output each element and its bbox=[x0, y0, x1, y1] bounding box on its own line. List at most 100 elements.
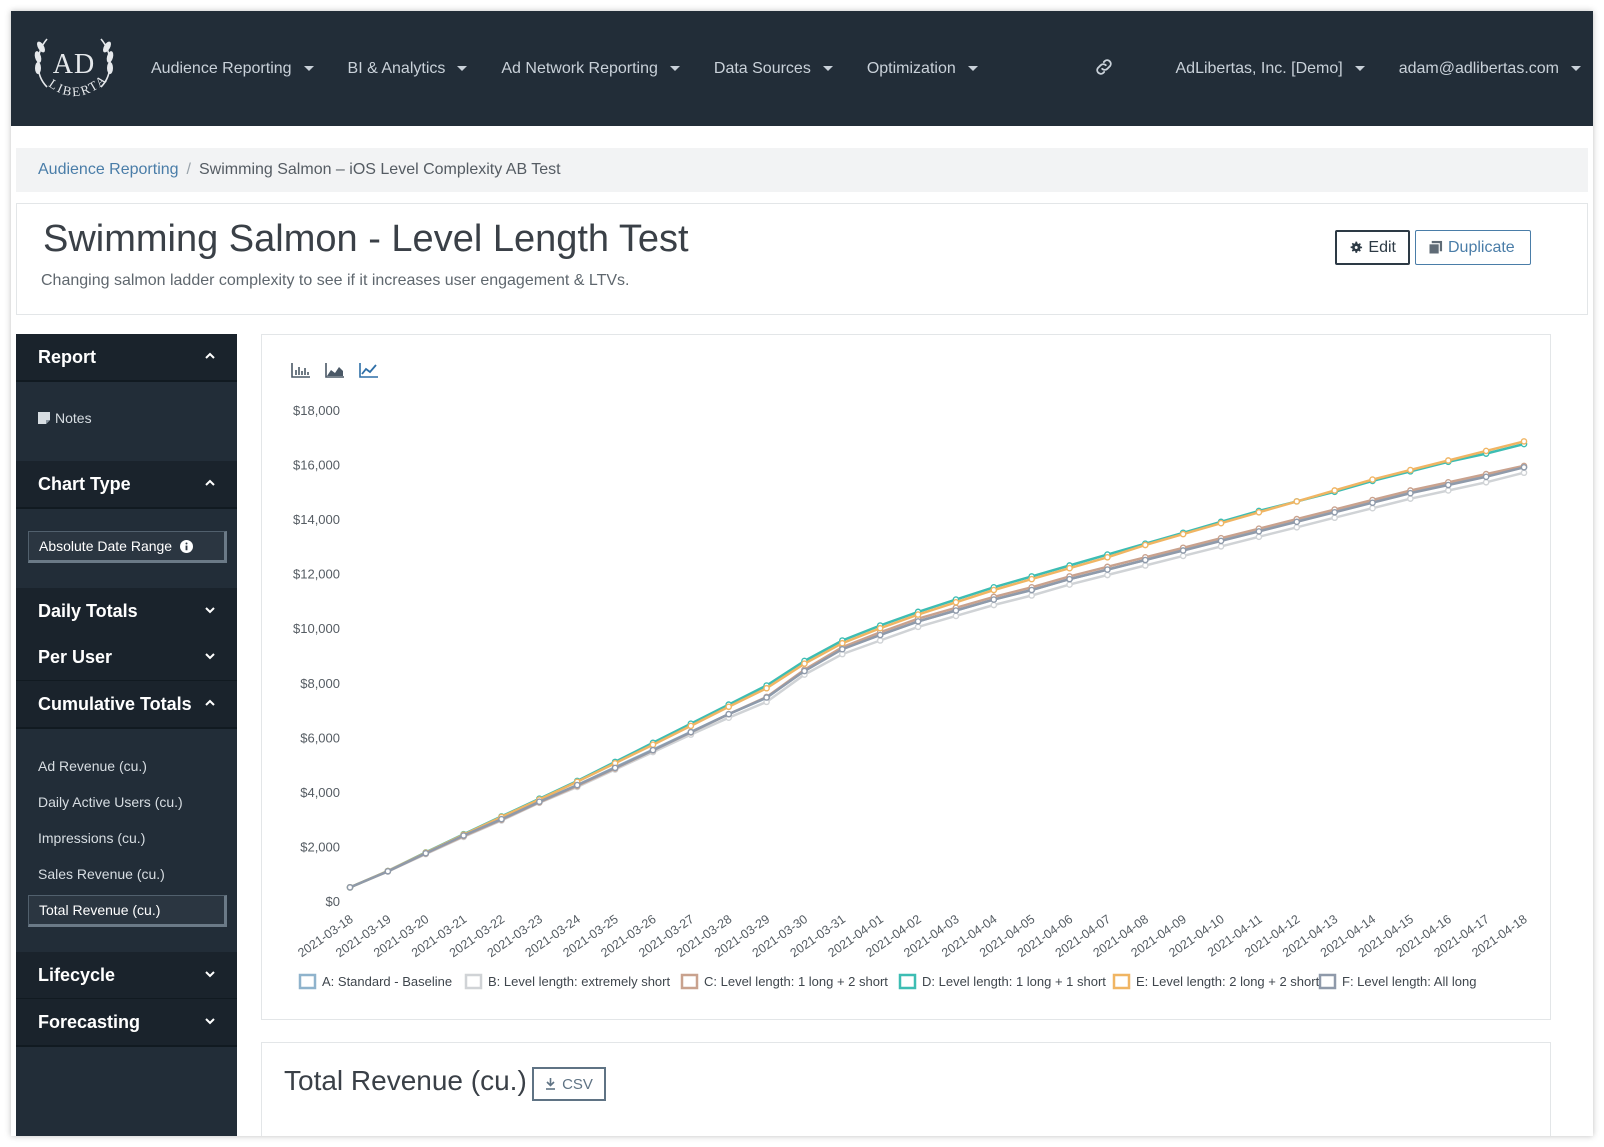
y-tick-label: $18,000 bbox=[293, 403, 340, 418]
sidebar-item-total-revenue-selected[interactable]: Total Revenue (cu.) bbox=[28, 895, 227, 927]
data-point bbox=[611, 764, 619, 772]
nav-data-sources[interactable]: Data Sources bbox=[714, 60, 833, 78]
sidebar-item-sales-revenue[interactable]: Sales Revenue (cu.) bbox=[38, 866, 165, 882]
legend-swatch bbox=[680, 973, 699, 990]
data-point bbox=[1482, 473, 1490, 481]
caret-down-icon bbox=[1354, 66, 1365, 71]
data-point bbox=[1293, 498, 1301, 505]
data-point bbox=[1066, 581, 1073, 588]
data-point bbox=[839, 639, 846, 647]
data-point bbox=[990, 596, 998, 603]
series-line bbox=[349, 466, 1525, 889]
section-label: Cumulative Totals bbox=[38, 693, 192, 714]
chart-toolbar bbox=[290, 361, 392, 379]
chart-card: $0 $2,000 $4,000 $6,000 $8,000 $10,000 $12,000… bbox=[261, 334, 1551, 1020]
org-label: AdLibertas, Inc. [Demo] bbox=[1175, 59, 1343, 77]
data-point bbox=[725, 703, 733, 711]
chart-type-option[interactable]: Absolute Date Range bbox=[28, 531, 227, 563]
data-point bbox=[1407, 489, 1414, 497]
sidebar-item-impressions[interactable]: Impressions (cu.) bbox=[38, 830, 146, 846]
data-point bbox=[1217, 519, 1225, 527]
series-line bbox=[349, 471, 1525, 889]
data-point bbox=[1407, 466, 1414, 474]
sidebar-item-notes[interactable]: Notes bbox=[38, 410, 92, 426]
section-report[interactable]: Report bbox=[16, 334, 237, 382]
duplicate-label: Duplicate bbox=[1448, 238, 1515, 256]
section-label: Daily Totals bbox=[38, 600, 138, 621]
data-point bbox=[573, 781, 581, 789]
duplicate-button[interactable]: Duplicate bbox=[1415, 230, 1531, 265]
line-chart-icon[interactable] bbox=[358, 361, 380, 379]
csv-download-button[interactable]: CSV bbox=[532, 1067, 606, 1101]
caret-down-icon bbox=[457, 66, 468, 71]
nav-audience-reporting[interactable]: Audience Reporting bbox=[151, 60, 314, 78]
data-point bbox=[1141, 562, 1149, 569]
data-point bbox=[1255, 528, 1263, 535]
link-icon[interactable] bbox=[1093, 56, 1115, 78]
section-per-user[interactable]: Per User bbox=[16, 634, 237, 682]
section-cumulative-totals[interactable]: Cumulative Totals bbox=[16, 681, 237, 729]
edit-button[interactable]: Edit bbox=[1335, 230, 1410, 265]
nav-label: Optimization bbox=[866, 59, 956, 77]
user-email: adam@adlibertas.com bbox=[1398, 59, 1559, 77]
data-point bbox=[346, 884, 354, 891]
data-point bbox=[1104, 566, 1111, 573]
data-point bbox=[1179, 530, 1187, 538]
sidebar-item-ad-revenue[interactable]: Ad Revenue (cu.) bbox=[38, 758, 147, 774]
data-point bbox=[1331, 508, 1338, 516]
revenue-line-chart: $0 $2,000 $4,000 $6,000 $8,000 $10,000 $12,000… bbox=[293, 403, 1530, 990]
adlibertas-logo[interactable]: AD LIBERTAS bbox=[25, 25, 123, 111]
data-point bbox=[384, 867, 392, 875]
data-point bbox=[687, 722, 695, 730]
section-label: Per User bbox=[38, 646, 113, 667]
notes-label: Notes bbox=[55, 410, 92, 426]
data-point bbox=[990, 601, 998, 609]
main-nav: Audience Reporting BI & Analytics Ad Net… bbox=[151, 11, 1012, 126]
area-chart-icon[interactable] bbox=[324, 361, 346, 379]
data-point bbox=[1369, 476, 1376, 483]
y-tick-label: $2,000 bbox=[300, 839, 340, 854]
data-point bbox=[1066, 575, 1073, 583]
nav-optimization[interactable]: Optimization bbox=[867, 60, 978, 78]
section-lifecycle[interactable]: Lifecycle bbox=[16, 952, 237, 1000]
y-tick-label: $0 bbox=[326, 894, 340, 909]
breadcrumb-link-audience-reporting[interactable]: Audience Reporting bbox=[38, 161, 179, 178]
data-point bbox=[1444, 487, 1452, 494]
data-point bbox=[914, 623, 922, 631]
org-switcher[interactable]: AdLibertas, Inc. [Demo] bbox=[1176, 60, 1365, 78]
data-point bbox=[990, 586, 998, 594]
data-point bbox=[952, 599, 960, 606]
legend-label: C: Level length: 1 long + 2 short bbox=[704, 974, 888, 989]
caret-down-icon bbox=[967, 66, 978, 71]
data-point bbox=[1104, 553, 1111, 561]
gear-icon bbox=[1350, 241, 1363, 253]
sidebar-item-daily-active-users[interactable]: Daily Active Users (cu.) bbox=[38, 794, 183, 810]
data-point bbox=[1482, 447, 1490, 455]
section-label: Forecasting bbox=[38, 1011, 141, 1032]
data-point bbox=[1520, 469, 1528, 477]
nav-label: Data Sources bbox=[713, 59, 811, 77]
data-point bbox=[952, 607, 960, 614]
section-forecasting[interactable]: Forecasting bbox=[16, 999, 237, 1047]
data-point bbox=[1217, 537, 1225, 545]
data-point bbox=[460, 832, 467, 839]
section-chart-type[interactable]: Chart Type bbox=[16, 461, 237, 509]
csv-label: CSV bbox=[562, 1075, 593, 1093]
section-daily-totals[interactable]: Daily Totals bbox=[16, 588, 237, 636]
copy-icon bbox=[1428, 240, 1443, 255]
nav-ad-network-reporting[interactable]: Ad Network Reporting bbox=[501, 60, 680, 78]
data-point bbox=[1255, 533, 1263, 541]
legend-label: F: Level length: All long bbox=[1342, 974, 1476, 989]
data-point bbox=[1520, 463, 1528, 471]
data-point bbox=[649, 741, 657, 748]
edit-label: Edit bbox=[1368, 238, 1396, 256]
chevron-down-icon bbox=[205, 653, 215, 660]
nav-bi-analytics[interactable]: BI & Analytics bbox=[348, 60, 468, 78]
legend-swatch bbox=[898, 973, 917, 990]
data-point bbox=[801, 660, 808, 667]
data-point bbox=[1028, 575, 1035, 583]
user-menu[interactable]: adam@adlibertas.com bbox=[1399, 60, 1581, 78]
y-tick-label: $4,000 bbox=[300, 785, 340, 800]
bar-chart-icon[interactable] bbox=[290, 361, 312, 379]
series-line bbox=[349, 464, 1525, 889]
